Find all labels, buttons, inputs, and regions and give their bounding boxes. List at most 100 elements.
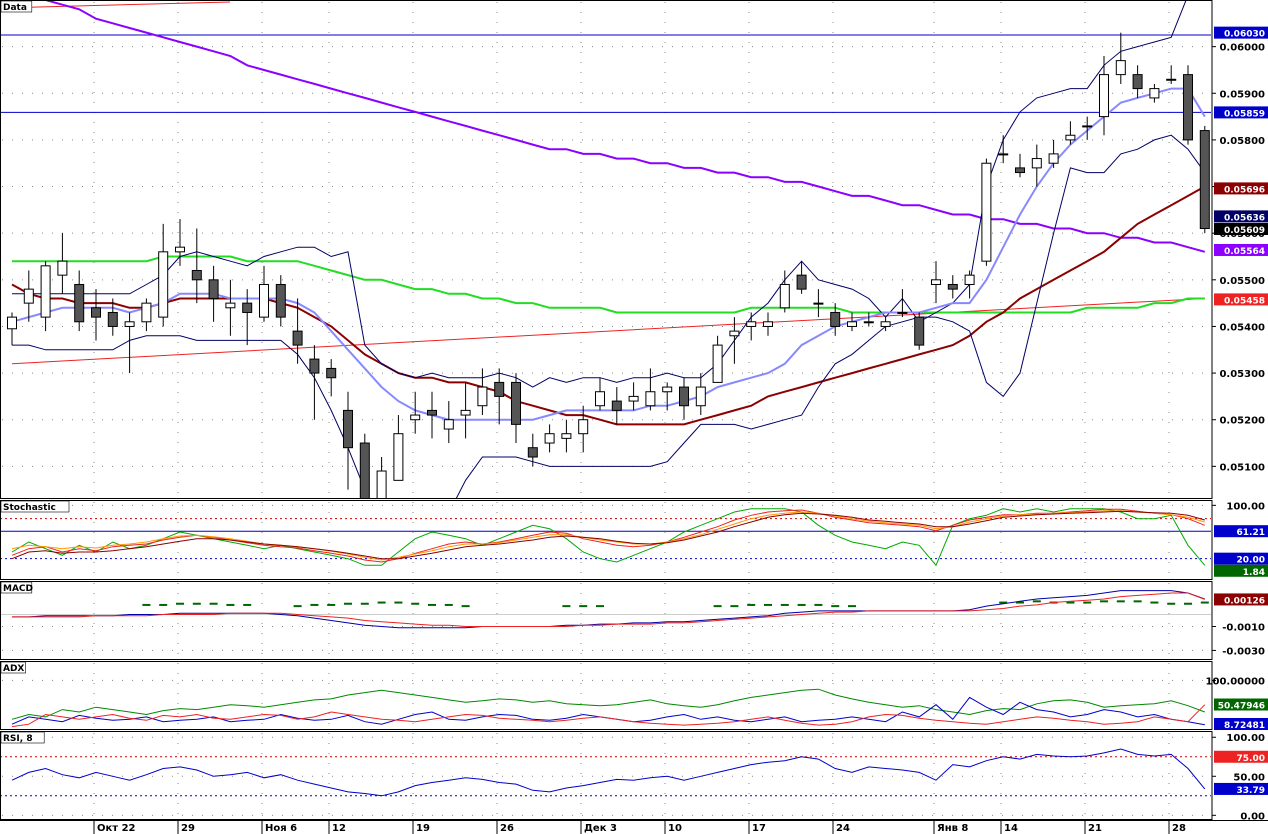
- value-tag: [1214, 718, 1268, 730]
- candle-body: [376, 470, 387, 498]
- pane-title: Stochastic: [3, 503, 56, 513]
- y-tick-label: -0.0030: [1222, 646, 1265, 657]
- candle-body: [746, 321, 757, 327]
- macd-histogram-bar: [310, 603, 319, 606]
- macd-histogram-bar: [360, 602, 369, 605]
- macd-histogram-bar: [1100, 600, 1108, 603]
- pane-frame: [0, 581, 1213, 660]
- pane-title: ADX: [3, 664, 24, 674]
- value-tag-text: 75.00: [1237, 754, 1265, 764]
- candle-body: [477, 386, 488, 407]
- candle-body: [275, 283, 286, 318]
- x-tick-label: 19: [416, 823, 430, 834]
- candle-body: [611, 400, 622, 411]
- candle-body: [863, 321, 874, 324]
- x-tick-label: Янв 8: [937, 823, 968, 834]
- candle-body: [208, 279, 219, 299]
- x-tick-label: 28: [1172, 823, 1186, 834]
- macd-histogram-bar: [344, 602, 352, 605]
- x-tick-label: 14: [1004, 823, 1018, 834]
- candle-body: [191, 269, 202, 281]
- y-tick-label: 0.06000: [1219, 43, 1265, 54]
- macd-histogram-bar: [1133, 600, 1142, 603]
- y-tick-label: 0.05300: [1219, 369, 1265, 380]
- candle-body: [175, 246, 185, 253]
- candle-body: [527, 447, 538, 458]
- y-tick-label: 0.05200: [1219, 416, 1265, 427]
- indicator-plot: [1, 590, 1211, 629]
- x-tick-label: Дек 3: [584, 823, 617, 834]
- bollinger-lower-line: [12, 134, 1206, 498]
- x-tick-label: 12: [332, 823, 346, 834]
- value-tag-text: 0.00126: [1224, 596, 1265, 606]
- y-tick-label: 0.05800: [1219, 136, 1265, 147]
- x-tick-label: 21: [1088, 823, 1102, 834]
- pane-title: MACD: [3, 584, 33, 594]
- bollinger-upper-line: [12, 1, 1187, 388]
- indicator-plot: [11, 688, 1206, 728]
- candle-body: [1031, 158, 1042, 169]
- x-tick-label: 26: [500, 823, 514, 834]
- candle-body: [107, 311, 118, 327]
- candle-body: [1199, 130, 1210, 230]
- pane-title: Data: [3, 3, 27, 13]
- macd-histogram-bar: [461, 605, 470, 608]
- candle-body: [443, 419, 454, 430]
- value-tag: [1214, 698, 1268, 711]
- candle-body: [1015, 167, 1025, 174]
- candle-body: [679, 386, 689, 407]
- candle-body: [544, 433, 555, 444]
- value-tag: [1214, 750, 1268, 763]
- macd-histogram-bar: [411, 602, 420, 605]
- candle-body: [511, 381, 521, 425]
- indicator-series-line: [11, 510, 1205, 561]
- x-tick-label: Окт 22: [97, 823, 136, 834]
- value-tag: [1214, 525, 1268, 538]
- pane-frame: [0, 661, 1213, 730]
- candle-body: [1149, 88, 1160, 99]
- indicator-series-line: [11, 510, 1205, 560]
- y-tick-label: 0.05100: [1219, 462, 1265, 473]
- candle-body: [393, 433, 404, 481]
- macd-histogram-bar: [780, 603, 789, 606]
- candle-body: [427, 409, 437, 416]
- candle-body: [309, 358, 320, 374]
- y-tick-label: 50.00: [1233, 772, 1265, 783]
- candle-body: [1132, 74, 1143, 90]
- candle-body: [1099, 74, 1109, 118]
- candle-body: [897, 311, 908, 314]
- macd-histogram-bar: [831, 605, 840, 608]
- candle-body: [830, 311, 841, 327]
- candle-body: [242, 302, 253, 313]
- candle-body: [141, 302, 152, 323]
- candle-body: [1048, 153, 1059, 164]
- pane-title-box: [0, 0, 33, 13]
- x-tick-label: 29: [181, 823, 195, 834]
- macd-histogram-bar: [444, 603, 453, 606]
- candle-body: [779, 283, 790, 309]
- macd-histogram-bar: [394, 601, 403, 604]
- candle-body: [964, 274, 975, 285]
- macd-histogram-bar: [243, 603, 252, 606]
- candle-body: [947, 283, 958, 290]
- candle-body: [880, 321, 891, 327]
- candle-body: [292, 330, 303, 346]
- candle-body: [460, 409, 471, 416]
- value-tag: [1214, 564, 1268, 577]
- candle-body: [1115, 60, 1126, 76]
- value-tag: [1214, 222, 1268, 235]
- y-tick-label: 100.00: [1226, 733, 1265, 744]
- candle-body: [57, 260, 68, 276]
- candle-body: [259, 283, 269, 318]
- candle-body: [931, 279, 941, 285]
- candle-body: [91, 307, 101, 318]
- value-tag: [1214, 293, 1268, 306]
- macd-histogram-bar: [209, 602, 218, 605]
- candle-body: [1065, 134, 1076, 141]
- trend-line-top: [1, 1, 231, 9]
- candle-body: [561, 433, 572, 439]
- macd-histogram-bar: [428, 603, 436, 606]
- indicator-series-line: [11, 688, 1205, 720]
